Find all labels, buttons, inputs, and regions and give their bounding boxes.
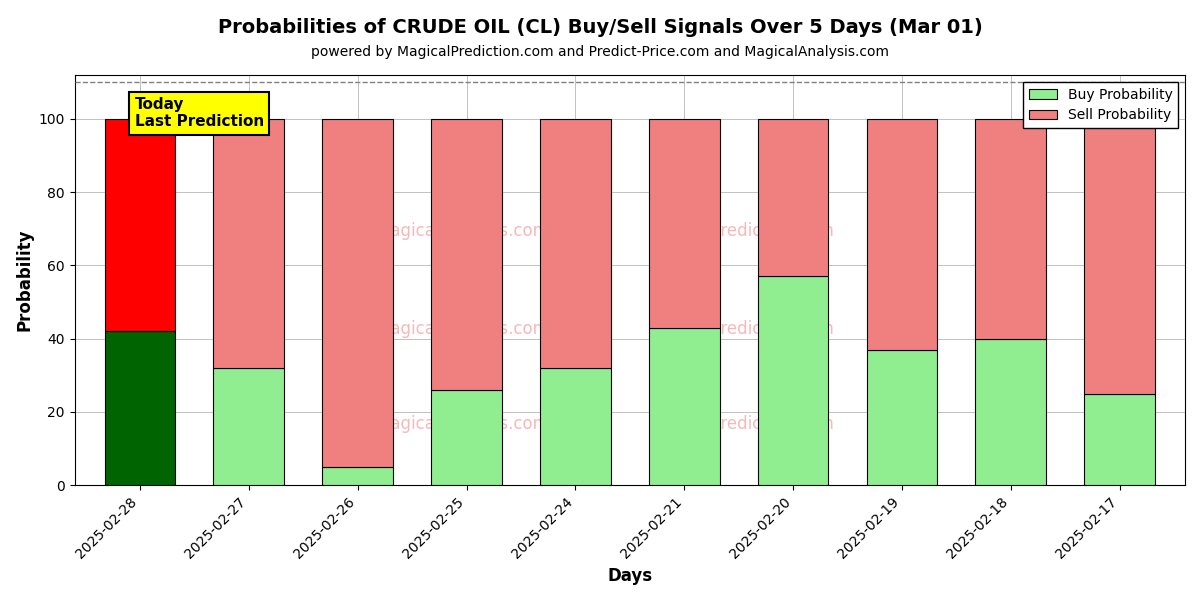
Text: MagicalPrediction.com: MagicalPrediction.com bbox=[648, 222, 834, 240]
Bar bbox=[976, 119, 1046, 339]
Bar bbox=[649, 328, 720, 485]
Bar bbox=[757, 119, 828, 277]
Text: powered by MagicalPrediction.com and Predict-Price.com and MagicalAnalysis.com: powered by MagicalPrediction.com and Pre… bbox=[311, 45, 889, 59]
X-axis label: Days: Days bbox=[607, 567, 653, 585]
Text: Today
Last Prediction: Today Last Prediction bbox=[134, 97, 264, 130]
Text: MagicalAnalysis.com: MagicalAnalysis.com bbox=[377, 222, 550, 240]
Bar bbox=[540, 368, 611, 485]
Bar bbox=[1085, 119, 1156, 394]
Bar bbox=[866, 119, 937, 350]
Bar bbox=[976, 339, 1046, 485]
Legend: Buy Probability, Sell Probability: Buy Probability, Sell Probability bbox=[1024, 82, 1178, 128]
Text: Probabilities of CRUDE OIL (CL) Buy/Sell Signals Over 5 Days (Mar 01): Probabilities of CRUDE OIL (CL) Buy/Sell… bbox=[217, 18, 983, 37]
Bar bbox=[649, 119, 720, 328]
Bar bbox=[214, 119, 284, 368]
Text: MagicalPrediction.com: MagicalPrediction.com bbox=[648, 415, 834, 433]
Bar bbox=[323, 119, 394, 467]
Bar bbox=[323, 467, 394, 485]
Text: MagicalPrediction.com: MagicalPrediction.com bbox=[648, 320, 834, 338]
Bar bbox=[431, 119, 502, 390]
Bar bbox=[1085, 394, 1156, 485]
Text: MagicalAnalysis.com: MagicalAnalysis.com bbox=[377, 415, 550, 433]
Y-axis label: Probability: Probability bbox=[16, 229, 34, 331]
Bar bbox=[431, 390, 502, 485]
Bar bbox=[757, 277, 828, 485]
Bar bbox=[104, 119, 175, 331]
Bar bbox=[214, 368, 284, 485]
Text: MagicalAnalysis.com: MagicalAnalysis.com bbox=[377, 320, 550, 338]
Bar bbox=[866, 350, 937, 485]
Bar bbox=[104, 331, 175, 485]
Bar bbox=[540, 119, 611, 368]
